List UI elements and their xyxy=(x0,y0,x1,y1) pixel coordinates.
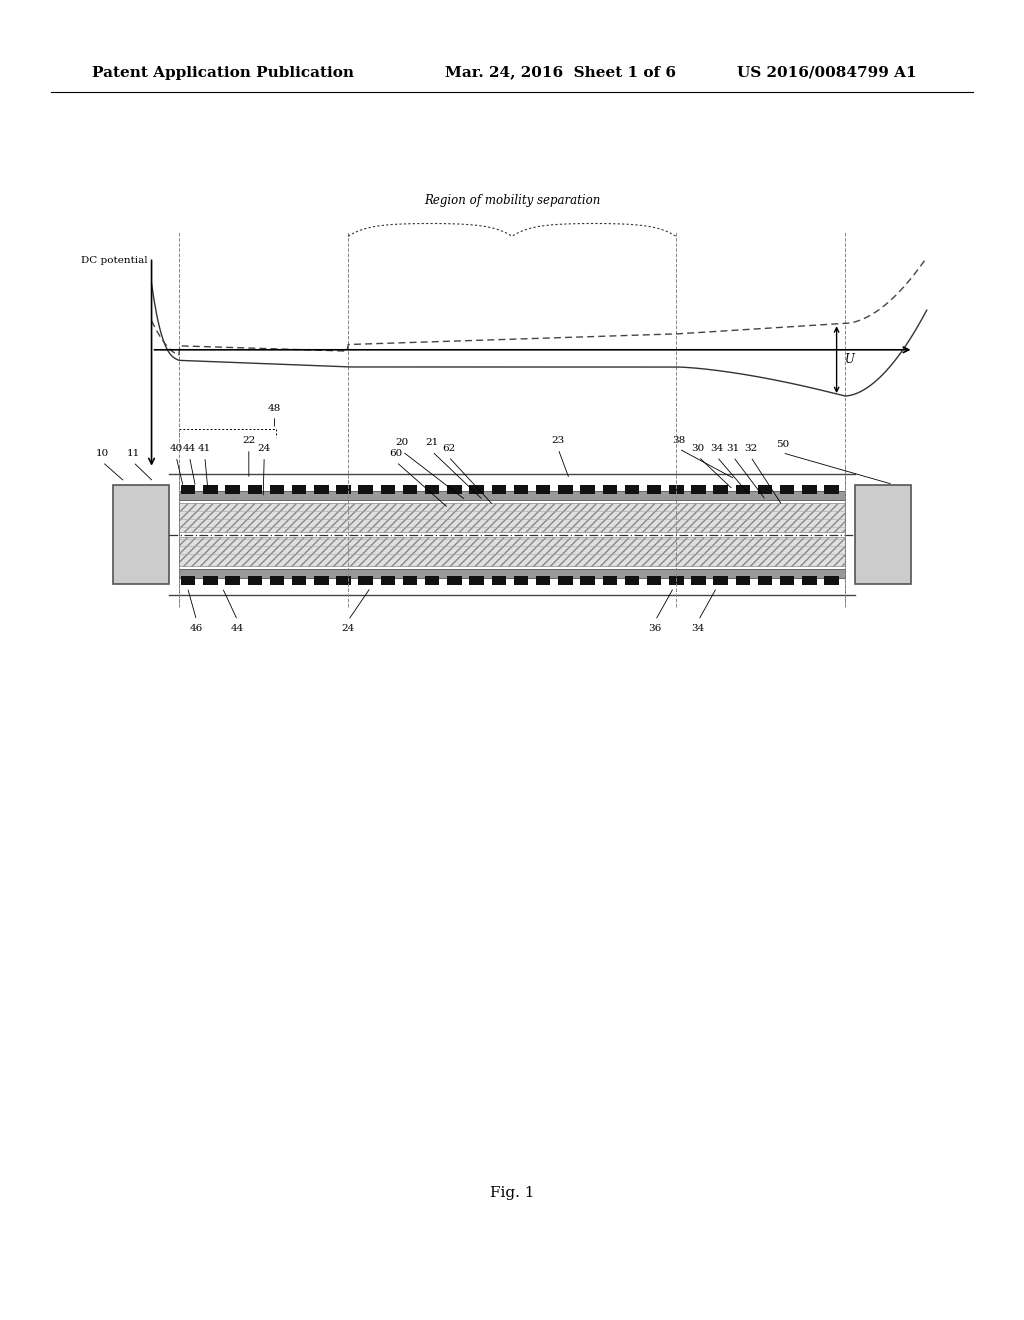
Bar xyxy=(469,576,483,586)
Bar xyxy=(269,576,284,586)
Bar xyxy=(558,484,572,494)
Bar xyxy=(447,484,462,494)
Bar xyxy=(492,576,506,586)
Bar xyxy=(292,576,306,586)
Text: 21: 21 xyxy=(426,438,438,447)
Text: 40: 40 xyxy=(170,444,182,453)
Bar xyxy=(581,576,595,586)
Text: 48: 48 xyxy=(268,404,281,413)
Text: US 2016/0084799 A1: US 2016/0084799 A1 xyxy=(737,66,916,79)
Text: Region of mobility separation: Region of mobility separation xyxy=(424,194,600,207)
Bar xyxy=(536,576,550,586)
Text: 46: 46 xyxy=(190,624,203,634)
Text: 34: 34 xyxy=(711,444,723,453)
Bar xyxy=(425,484,439,494)
Bar xyxy=(824,484,839,494)
Bar xyxy=(492,484,506,494)
Bar xyxy=(181,576,196,586)
Bar xyxy=(780,576,795,586)
Bar xyxy=(179,537,845,566)
Bar xyxy=(691,484,706,494)
Bar xyxy=(314,484,329,494)
Bar xyxy=(669,484,683,494)
Bar xyxy=(824,576,839,586)
Text: 11: 11 xyxy=(127,449,139,458)
Bar xyxy=(514,576,528,586)
Bar xyxy=(225,576,240,586)
Bar xyxy=(292,484,306,494)
Bar xyxy=(802,576,816,586)
Bar xyxy=(179,491,845,500)
Bar xyxy=(358,576,373,586)
Bar xyxy=(647,576,662,586)
Text: Fig. 1: Fig. 1 xyxy=(489,1187,535,1200)
Bar xyxy=(425,576,439,586)
Bar xyxy=(581,484,595,494)
Text: 20: 20 xyxy=(396,438,409,447)
Text: 24: 24 xyxy=(342,624,354,634)
Bar xyxy=(558,576,572,586)
Text: Patent Application Publication: Patent Application Publication xyxy=(92,66,354,79)
Bar xyxy=(780,484,795,494)
Bar xyxy=(514,484,528,494)
Bar xyxy=(802,484,816,494)
Bar xyxy=(602,484,616,494)
Bar xyxy=(625,484,639,494)
Bar xyxy=(358,484,373,494)
Bar xyxy=(203,484,217,494)
Bar xyxy=(714,484,728,494)
Text: U: U xyxy=(845,354,855,366)
Text: Mar. 24, 2016  Sheet 1 of 6: Mar. 24, 2016 Sheet 1 of 6 xyxy=(445,66,677,79)
Bar xyxy=(179,569,845,578)
Bar xyxy=(203,576,217,586)
Bar xyxy=(381,484,395,494)
Bar xyxy=(248,576,262,586)
Bar xyxy=(625,576,639,586)
Bar xyxy=(225,484,240,494)
Bar xyxy=(691,576,706,586)
Bar xyxy=(447,576,462,586)
Bar xyxy=(179,503,845,532)
Bar xyxy=(714,576,728,586)
Bar xyxy=(735,484,750,494)
Bar xyxy=(758,576,772,586)
Text: 50: 50 xyxy=(776,440,788,449)
Bar xyxy=(469,484,483,494)
Text: 24: 24 xyxy=(258,444,270,453)
Text: 60: 60 xyxy=(390,449,402,458)
Text: 44: 44 xyxy=(231,624,244,634)
Bar xyxy=(647,484,662,494)
Text: DC potential: DC potential xyxy=(81,256,147,264)
Text: 34: 34 xyxy=(692,624,705,634)
Text: 31: 31 xyxy=(727,444,739,453)
Text: 62: 62 xyxy=(442,444,455,453)
Bar xyxy=(336,576,350,586)
Text: 41: 41 xyxy=(199,444,211,453)
Bar xyxy=(602,576,616,586)
Bar xyxy=(269,484,284,494)
Bar xyxy=(669,576,683,586)
Bar xyxy=(314,576,329,586)
Bar xyxy=(336,484,350,494)
Bar xyxy=(402,484,417,494)
Bar xyxy=(855,486,911,583)
Text: 23: 23 xyxy=(552,436,564,445)
Text: 22: 22 xyxy=(243,436,255,445)
Text: 30: 30 xyxy=(692,444,705,453)
Bar xyxy=(536,484,550,494)
Bar xyxy=(402,576,417,586)
Bar xyxy=(381,576,395,586)
Bar xyxy=(248,484,262,494)
Bar xyxy=(758,484,772,494)
Text: 10: 10 xyxy=(96,449,109,458)
Text: 38: 38 xyxy=(673,436,685,445)
Bar xyxy=(181,484,196,494)
Text: 32: 32 xyxy=(744,444,757,453)
Bar xyxy=(735,576,750,586)
Bar xyxy=(113,486,169,583)
Text: 36: 36 xyxy=(649,624,662,634)
Text: 44: 44 xyxy=(183,444,196,453)
